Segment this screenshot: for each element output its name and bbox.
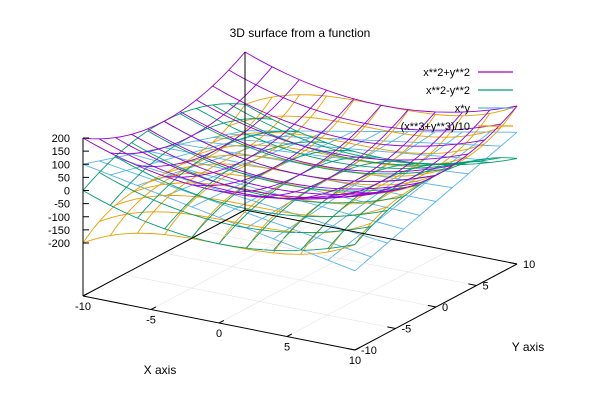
surface-isoline — [273, 114, 436, 254]
surface-isoline — [273, 111, 436, 200]
ticks: -10-50510-10-50510200150100500-50-100-15… — [48, 133, 535, 367]
x-tick-mark — [218, 319, 225, 324]
x-tick-label: 0 — [216, 328, 222, 340]
surface-isoline — [196, 107, 469, 169]
back-floor-edge — [82, 209, 246, 297]
surface-isoline — [228, 69, 501, 131]
z-tick-label: 50 — [58, 172, 70, 184]
x-axis-label: X axis — [144, 363, 177, 377]
legend-label: x*y — [455, 103, 471, 115]
surface-isoline — [163, 120, 437, 182]
y-tick-mark — [346, 347, 356, 351]
floor-grid-line — [123, 274, 396, 329]
x-tick-label: 5 — [284, 342, 290, 354]
z-tick-label: 100 — [52, 159, 70, 171]
z-tick-label: 200 — [52, 133, 70, 145]
z-tick-label: -150 — [48, 225, 70, 237]
surface-isoline — [327, 131, 491, 261]
legend-label: x**2-y**2 — [426, 85, 470, 97]
surface-isoline — [327, 161, 490, 249]
y-tick-mark — [508, 261, 518, 265]
surface-1 — [82, 51, 518, 200]
surface-isoline — [354, 131, 518, 272]
x-tick-mark — [82, 292, 89, 297]
surface-isoline — [246, 109, 409, 197]
x-tick-mark — [150, 306, 157, 310]
legend-label: x**2+y**2 — [423, 67, 470, 79]
legend-label: (x**3+y**3)/10 — [401, 121, 470, 133]
surface-isoline — [245, 110, 409, 250]
surface-isoline — [327, 109, 491, 198]
surface-isoline — [82, 51, 246, 140]
x-tick-label: -10 — [75, 301, 91, 313]
surface-isoline — [354, 105, 518, 194]
back-floor-edge — [244, 209, 518, 265]
floor-grid-line — [163, 252, 437, 308]
x-tick-label: 10 — [349, 355, 361, 367]
y-tick-mark — [427, 304, 437, 308]
y-tick-label: -5 — [402, 324, 412, 336]
surface-isoline — [179, 111, 453, 173]
legend: x**2+y**2 x**2-y**2 x*y (x**3+y**3)/10 — [401, 67, 513, 133]
z-tick-label: -200 — [48, 238, 70, 250]
x-tick-label: -5 — [146, 315, 156, 327]
y-tick-mark — [468, 283, 477, 286]
surfaces — [82, 51, 518, 272]
chart-title: 3D surface from a function — [230, 26, 371, 40]
y-tick-label: 5 — [483, 281, 489, 293]
y-tick-label: -10 — [361, 345, 377, 357]
surface-isoline — [196, 99, 469, 161]
surface-isoline — [300, 111, 463, 200]
surface-isoline — [212, 132, 485, 155]
y-tick-label: 10 — [523, 259, 535, 271]
surface-isoline — [212, 136, 485, 161]
surface-isoline — [212, 85, 485, 147]
surface-isoline — [244, 51, 518, 113]
y-tick-mark — [387, 326, 396, 329]
surface-isoline — [180, 154, 453, 177]
x-tick-mark — [354, 346, 361, 351]
y-axis-label: Y axis — [512, 340, 544, 354]
floor-grid-line — [204, 231, 477, 286]
x-tick-mark — [286, 333, 293, 337]
surface-isoline — [179, 113, 453, 175]
z-tick-label: 0 — [64, 186, 70, 198]
y-tick-label: 0 — [442, 302, 448, 314]
z-tick-label: -100 — [48, 212, 70, 224]
z-tick-label: 150 — [52, 146, 70, 158]
surface-isoline — [273, 163, 436, 251]
z-tick-label: -50 — [54, 199, 70, 211]
